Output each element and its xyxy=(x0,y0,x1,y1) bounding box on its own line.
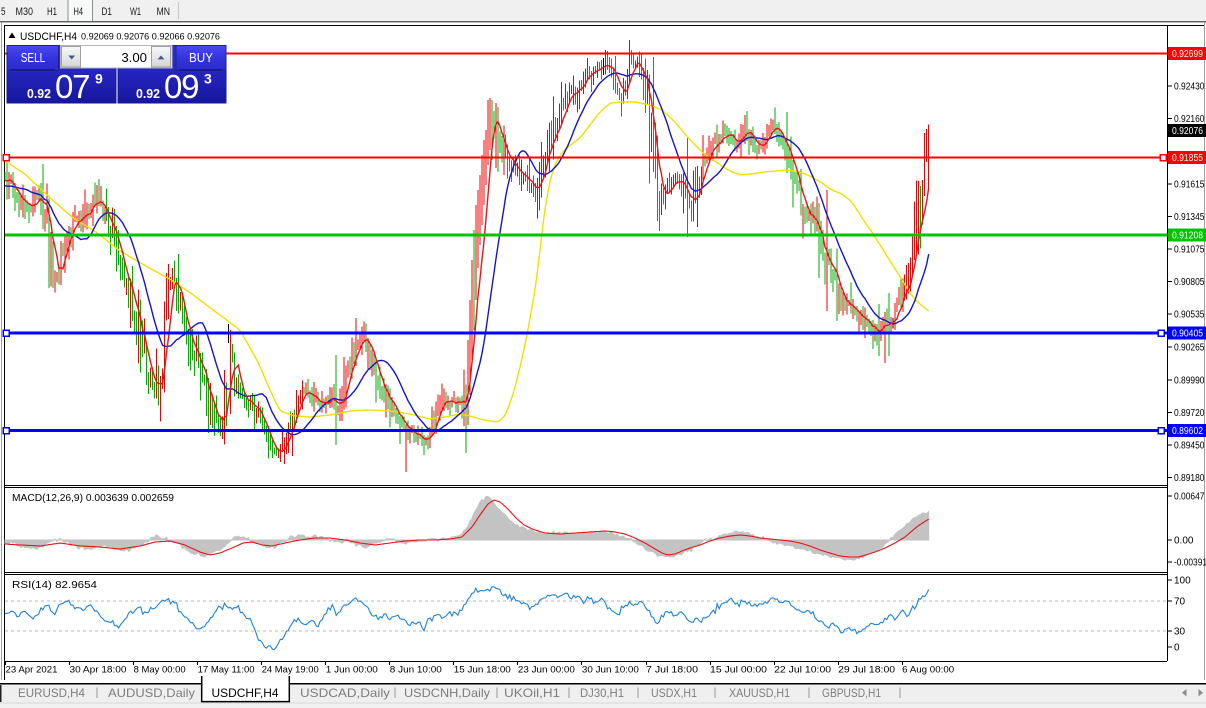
svg-text:07: 07 xyxy=(55,68,89,105)
svg-text:0.92: 0.92 xyxy=(27,86,51,101)
svg-text:0.89180: 0.89180 xyxy=(1174,473,1205,484)
svg-text:-0.00391: -0.00391 xyxy=(1174,558,1206,569)
svg-text:9: 9 xyxy=(95,71,103,87)
svg-text:7 Jul 18:00: 7 Jul 18:00 xyxy=(646,665,698,676)
svg-text:MN: MN xyxy=(157,6,171,18)
svg-text:17 May 11:00: 17 May 11:00 xyxy=(198,665,255,676)
svg-text:0.91615: 0.91615 xyxy=(1174,180,1205,191)
svg-text:USDCHF,H4: USDCHF,H4 xyxy=(20,31,77,43)
svg-text:0.90805: 0.90805 xyxy=(1174,277,1205,288)
svg-text:0.00647: 0.00647 xyxy=(1174,492,1205,503)
svg-text:0.89990: 0.89990 xyxy=(1174,375,1205,386)
svg-text:23 Apr 2021: 23 Apr 2021 xyxy=(6,665,58,676)
svg-text:15 Jun 18:00: 15 Jun 18:00 xyxy=(454,665,511,676)
svg-text:0.92160: 0.92160 xyxy=(1174,114,1205,125)
svg-text:0.92076: 0.92076 xyxy=(1172,126,1203,137)
svg-text:15 Jul 00:00: 15 Jul 00:00 xyxy=(710,665,767,676)
svg-text:30 Apr 18:00: 30 Apr 18:00 xyxy=(70,665,127,676)
svg-text:0.90535: 0.90535 xyxy=(1174,310,1205,321)
svg-text:29 Jul 18:00: 29 Jul 18:00 xyxy=(838,665,895,676)
svg-text:1 Jun 00:00: 1 Jun 00:00 xyxy=(326,665,378,676)
svg-text:8 Jun 10:00: 8 Jun 10:00 xyxy=(390,665,442,676)
svg-text:M30: M30 xyxy=(16,6,34,18)
svg-text:3: 3 xyxy=(204,71,212,87)
svg-text:22 Jul 10:00: 22 Jul 10:00 xyxy=(774,665,831,676)
svg-text:MACD(12,26,9) 0.003639 0.00265: MACD(12,26,9) 0.003639 0.002659 xyxy=(12,493,174,504)
svg-text:USDCAD,Daily: USDCAD,Daily xyxy=(300,686,390,700)
svg-text:0.89720: 0.89720 xyxy=(1174,408,1205,419)
svg-text:0.91855: 0.91855 xyxy=(1172,153,1203,164)
svg-text:0: 0 xyxy=(1174,643,1180,654)
svg-text:BUY: BUY xyxy=(189,50,213,65)
svg-text:DJ30,H1: DJ30,H1 xyxy=(580,686,624,700)
svg-text:XAUUSD,H1: XAUUSD,H1 xyxy=(729,686,790,700)
svg-text:0.89602: 0.89602 xyxy=(1172,426,1203,437)
svg-text:USDCHF,H4: USDCHF,H4 xyxy=(212,686,279,700)
svg-text:USDCNH,Daily: USDCNH,Daily xyxy=(404,686,490,700)
svg-text:0.92069 0.92076 0.92066 0.9207: 0.92069 0.92076 0.92066 0.92076 xyxy=(81,31,220,42)
svg-text:0.89450: 0.89450 xyxy=(1174,441,1205,452)
svg-text:RSI(14) 82.9654: RSI(14) 82.9654 xyxy=(12,580,97,591)
svg-text:0.00: 0.00 xyxy=(1174,536,1194,547)
svg-text:23 Jun 00:00: 23 Jun 00:00 xyxy=(518,665,575,676)
svg-text:8 May 00:00: 8 May 00:00 xyxy=(134,665,186,676)
svg-text:30: 30 xyxy=(1174,627,1186,638)
svg-text:SELL: SELL xyxy=(21,50,46,65)
svg-text:UKOil,H1: UKOil,H1 xyxy=(504,686,560,700)
svg-text:H1: H1 xyxy=(47,6,57,18)
svg-text:0.91208: 0.91208 xyxy=(1172,231,1203,242)
svg-text:0.92430: 0.92430 xyxy=(1174,81,1205,92)
svg-text:0.91345: 0.91345 xyxy=(1174,212,1205,223)
svg-text:W1: W1 xyxy=(130,6,141,18)
svg-text:0.90405: 0.90405 xyxy=(1172,329,1203,340)
svg-text:GBPUSD,H1: GBPUSD,H1 xyxy=(822,686,881,700)
svg-text:24 May 19:00: 24 May 19:00 xyxy=(262,665,319,676)
svg-text:AUDUSD,Daily: AUDUSD,Daily xyxy=(108,686,195,700)
svg-text:0.92699: 0.92699 xyxy=(1172,49,1203,60)
svg-text:D1: D1 xyxy=(102,6,113,18)
svg-text:EURUSD,H4: EURUSD,H4 xyxy=(18,686,85,700)
svg-text:30 Jun 10:00: 30 Jun 10:00 xyxy=(582,665,639,676)
svg-text:0.91075: 0.91075 xyxy=(1174,245,1205,256)
svg-text:USDX,H1: USDX,H1 xyxy=(651,686,697,700)
svg-text:5: 5 xyxy=(1,6,6,18)
svg-text:H4: H4 xyxy=(74,6,84,18)
svg-text:0.90265: 0.90265 xyxy=(1174,342,1205,353)
svg-text:70: 70 xyxy=(1174,597,1186,608)
svg-text:09: 09 xyxy=(164,68,198,105)
svg-text:0.92: 0.92 xyxy=(136,86,160,101)
svg-text:100: 100 xyxy=(1174,576,1191,587)
svg-text:3.00: 3.00 xyxy=(121,50,147,65)
svg-text:6 Aug 00:00: 6 Aug 00:00 xyxy=(902,665,954,676)
